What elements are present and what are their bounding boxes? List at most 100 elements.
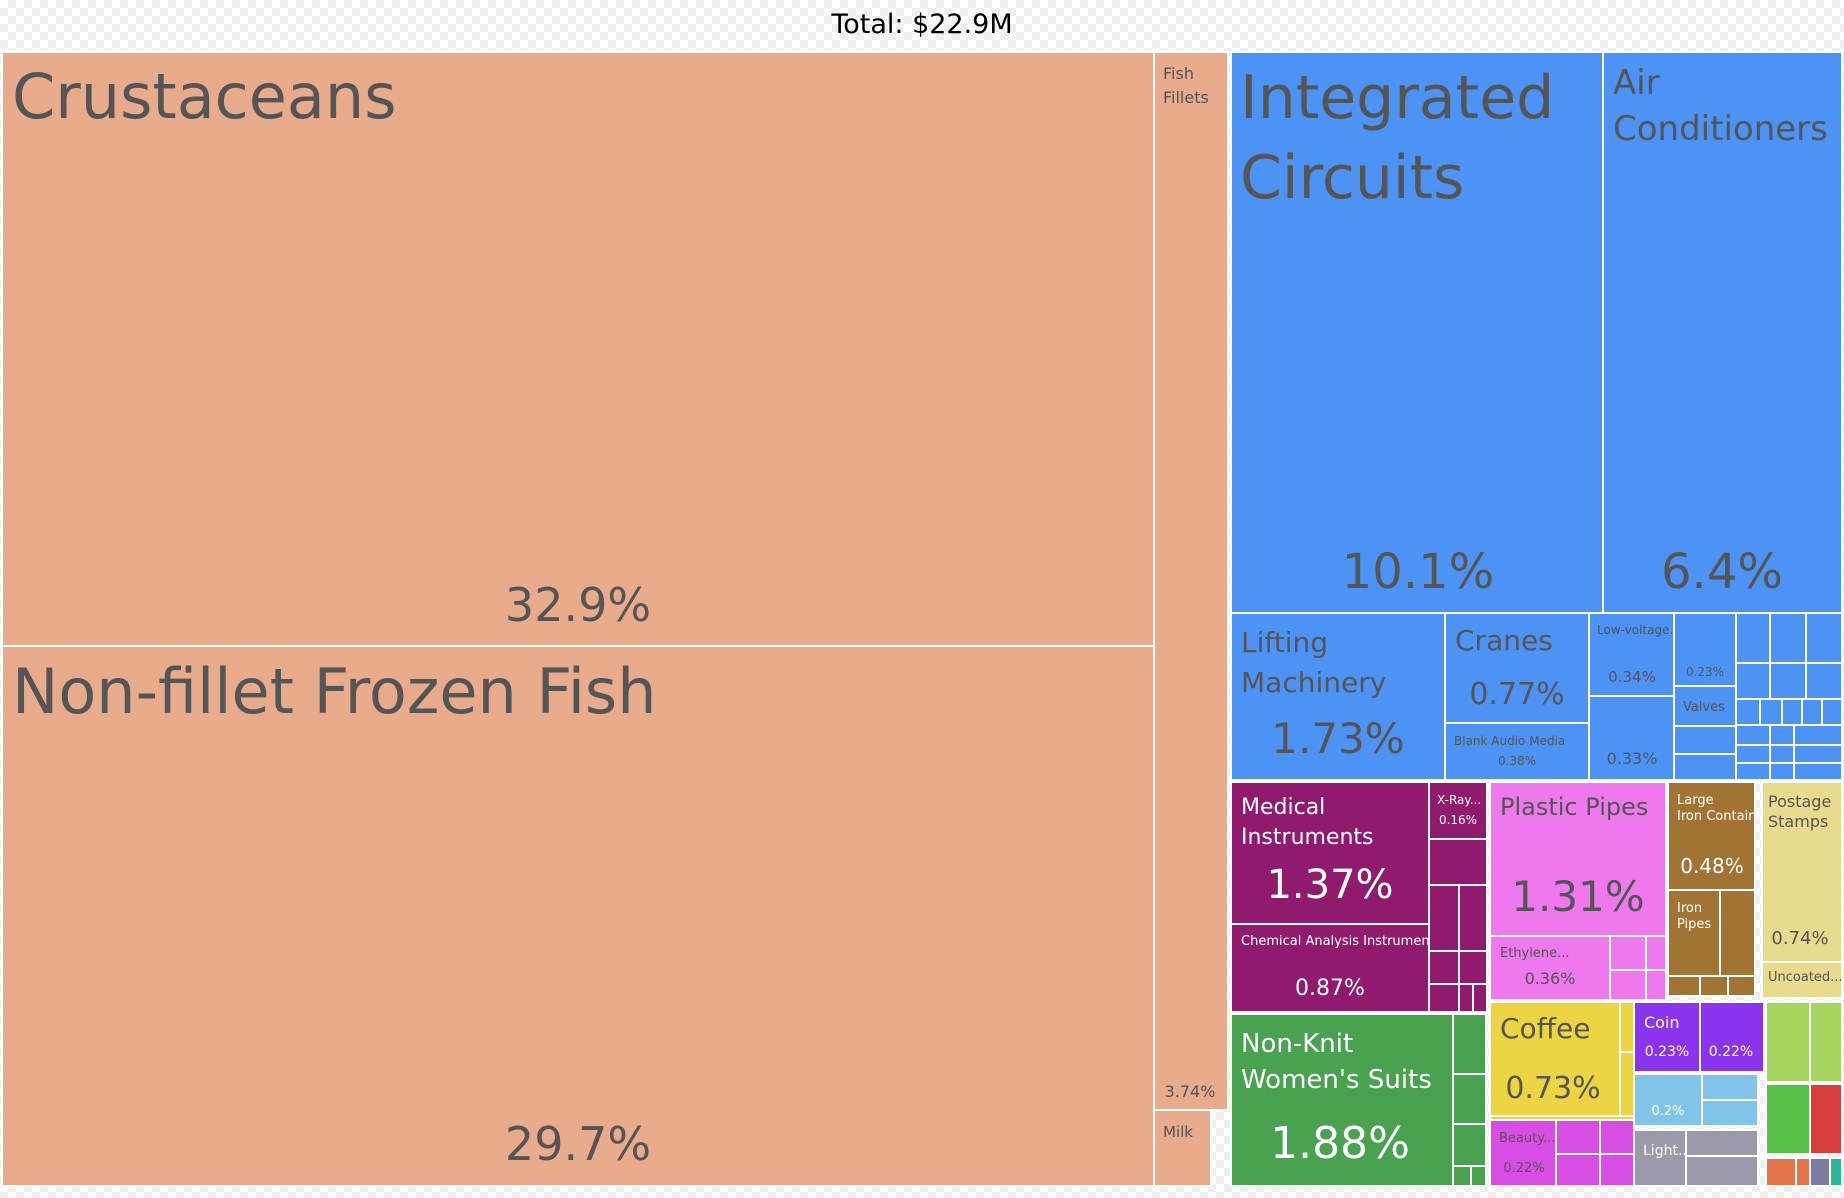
cell-chemical-analysis-instruments bbox=[1230, 923, 1430, 1013]
treemap-cell-minor bbox=[1428, 884, 1460, 952]
treemap-cell-minor bbox=[1428, 950, 1460, 985]
cell-coin bbox=[1633, 1001, 1701, 1073]
label-coffee: Coffee bbox=[1500, 1012, 1590, 1045]
treemap-cell-minor bbox=[1735, 662, 1771, 700]
value-low-voltage: 0.34% bbox=[1608, 668, 1656, 686]
value-crustaceans: 32.9% bbox=[505, 578, 651, 632]
treemap-cell-minor bbox=[1805, 612, 1843, 664]
treemap-cell-minor bbox=[1765, 1157, 1797, 1187]
value-cranes: 0.77% bbox=[1469, 677, 1564, 712]
label-integrated-circuits-line2: Circuits bbox=[1240, 143, 1464, 213]
label-non-knit-women-s-suits-line1: Non-Knit bbox=[1241, 1029, 1353, 1059]
label-uncoated: Uncoated... bbox=[1768, 970, 1843, 985]
value-non-fillet-frozen-fish: 29.7% bbox=[505, 1117, 651, 1171]
treemap-cell-minor bbox=[1667, 975, 1701, 997]
value-non-knit-women-s-suits: 1.88% bbox=[1270, 1118, 1410, 1169]
treemap-cell-minor bbox=[1769, 612, 1807, 664]
treemap-cell-minor bbox=[1699, 975, 1729, 997]
treemap-cell-minor bbox=[1765, 1083, 1811, 1155]
treemap-cell-minor bbox=[1609, 935, 1647, 971]
treemap-cell-minor bbox=[1470, 1165, 1487, 1187]
treemap-cell-minor bbox=[1821, 698, 1843, 726]
treemap-cell-minor bbox=[1458, 983, 1474, 1013]
cell-non-fillet-frozen-fish bbox=[1, 645, 1155, 1187]
value-beauty: 0.22% bbox=[1503, 1161, 1544, 1176]
label-milk: Milk bbox=[1163, 1123, 1193, 1141]
treemap-cell-minor bbox=[1769, 662, 1807, 700]
treemap-cell-minor bbox=[1793, 762, 1843, 781]
treemap-cell-minor bbox=[1735, 724, 1771, 746]
chart-title: Total: $22.9M bbox=[831, 9, 1013, 40]
cell-ethylene bbox=[1489, 935, 1611, 1001]
label-air-conditioners-line1: Air bbox=[1613, 63, 1660, 103]
label-large-iron-containers-line1: Large bbox=[1677, 793, 1714, 808]
label-postage-stamps-line1: Postage bbox=[1768, 792, 1831, 811]
treemap-cell-minor bbox=[1719, 889, 1756, 977]
cell-postage-stamps bbox=[1761, 781, 1843, 963]
cell-integrated-circuits bbox=[1230, 51, 1604, 614]
label-blank-audio-media: Blank Audio Media bbox=[1454, 734, 1565, 748]
treemap-cell-minor bbox=[1769, 762, 1795, 781]
treemap-cell-minor bbox=[1555, 1119, 1601, 1155]
treemap-cell-minor bbox=[1452, 1073, 1487, 1125]
cell-lifting-machinery bbox=[1230, 612, 1446, 781]
label-light: Light... bbox=[1643, 1143, 1691, 1159]
treemap-cell-minor bbox=[1809, 1001, 1843, 1083]
treemap-cell-minor bbox=[1458, 884, 1488, 952]
label-non-fillet-frozen-fish: Non-fillet Frozen Fish bbox=[12, 655, 657, 728]
label-fish-fillets-line2: Fillets bbox=[1163, 88, 1209, 107]
treemap-cell-minor bbox=[1452, 1123, 1487, 1167]
cell-coffee bbox=[1489, 1001, 1621, 1117]
label-chemical-analysis-instruments: Chemical Analysis Instruments bbox=[1241, 934, 1442, 949]
treemap-cell-minor bbox=[1765, 1001, 1811, 1083]
label-lifting-machinery-line2: Machinery bbox=[1241, 666, 1386, 699]
treemap-cell-minor bbox=[1701, 1073, 1759, 1101]
value-lifting-machinery: 1.73% bbox=[1271, 714, 1404, 763]
cell-iron-pipes bbox=[1667, 889, 1721, 977]
cell-medical-instruments bbox=[1230, 781, 1430, 925]
label-postage-stamps-line2: Stamps bbox=[1768, 812, 1828, 831]
label-lifting-machinery-line1: Lifting bbox=[1241, 626, 1328, 659]
value-coin: 0.23% bbox=[1645, 1044, 1689, 1060]
treemap-cell-minor bbox=[1769, 724, 1795, 746]
treemap-cell-minor bbox=[1428, 983, 1460, 1013]
value-machines-10: 0.33% bbox=[1607, 749, 1658, 768]
cell-large-iron-containers bbox=[1667, 781, 1756, 891]
cell-non-knit-women-s-suits bbox=[1230, 1013, 1454, 1187]
treemap-cell-minor bbox=[1645, 935, 1667, 971]
cell-uncoated bbox=[1761, 961, 1843, 999]
treemap-cell-minor bbox=[1795, 1157, 1811, 1187]
cell-x-ray bbox=[1428, 781, 1488, 840]
treemap-cell-minor bbox=[1428, 838, 1488, 886]
label-integrated-circuits-line1: Integrated bbox=[1240, 63, 1554, 133]
treemap-cell-minor bbox=[1673, 725, 1737, 755]
treemap-cell-minor bbox=[1781, 698, 1803, 726]
value-chemical-analysis-instruments: 0.87% bbox=[1295, 976, 1365, 1001]
cell-milk bbox=[1153, 1109, 1212, 1187]
label-beauty: Beauty... bbox=[1499, 1131, 1555, 1146]
label-low-voltage: Low-voltage... bbox=[1597, 623, 1681, 637]
treemap-cell-minor bbox=[1619, 1051, 1635, 1117]
treemap-cell-minor bbox=[1769, 744, 1795, 764]
treemap-cell-minor bbox=[1619, 1001, 1635, 1053]
value-precious-metals-25: 0.22% bbox=[1709, 1044, 1753, 1060]
treemap-cell-minor bbox=[1458, 950, 1488, 985]
treemap-cell-minor bbox=[1735, 612, 1771, 664]
treemap-cell-minor bbox=[1685, 1155, 1759, 1187]
value-integrated-circuits: 10.1% bbox=[1342, 544, 1494, 600]
treemap-cell-minor bbox=[1809, 1157, 1831, 1187]
label-large-iron-containers-line2: Iron Containers bbox=[1677, 809, 1777, 824]
treemap-cell-minor bbox=[1727, 975, 1756, 997]
treemap-cell-minor bbox=[1472, 983, 1488, 1013]
treemap-cell-minor bbox=[1735, 744, 1771, 764]
treemap-cell-minor bbox=[1599, 1153, 1635, 1187]
value-ethylene: 0.36% bbox=[1525, 969, 1576, 988]
value-air-conditioners: 6.4% bbox=[1661, 544, 1783, 600]
treemap-cell-minor bbox=[1829, 1157, 1843, 1187]
cell-precious-metals-25 bbox=[1699, 1001, 1765, 1073]
cell-beauty bbox=[1489, 1119, 1557, 1187]
treemap-cell-minor bbox=[1673, 753, 1737, 781]
cell-crustaceans bbox=[1, 51, 1155, 647]
label-medical-instruments-line1: Medical bbox=[1241, 795, 1325, 820]
